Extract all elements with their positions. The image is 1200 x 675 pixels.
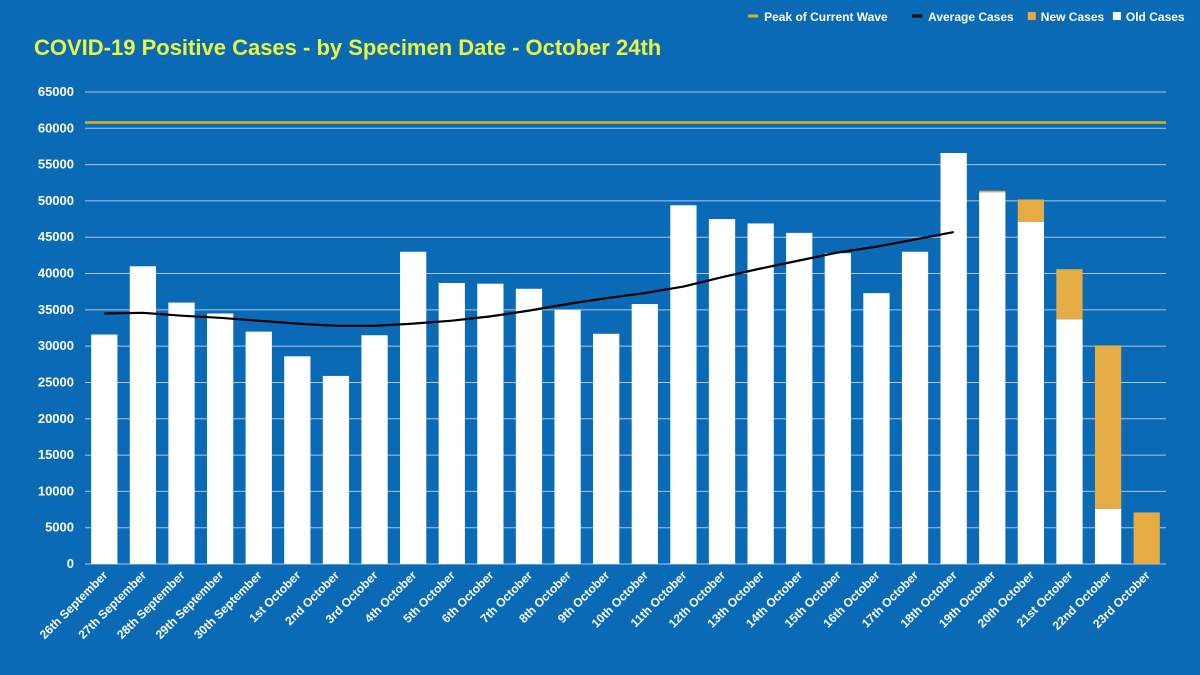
bar-old-cases <box>1056 319 1083 564</box>
bar-old-cases <box>670 205 697 564</box>
y-tick-label: 35000 <box>38 302 74 317</box>
bar-old-cases <box>361 335 388 564</box>
bar-old-cases <box>631 304 658 564</box>
y-tick-label: 65000 <box>38 84 74 99</box>
bars <box>91 152 1160 565</box>
legend-swatch <box>1027 12 1036 20</box>
x-tick-label: 29th September <box>153 568 227 642</box>
legend-label: Old Cases <box>1126 10 1185 24</box>
y-tick-label: 10000 <box>38 483 74 498</box>
bar-old-cases <box>786 232 813 564</box>
x-tick-label: 30th September <box>191 568 265 642</box>
y-tick-label: 15000 <box>38 447 74 462</box>
bar-old-cases <box>284 356 311 564</box>
bar-old-cases <box>129 266 157 564</box>
x-tick-label: 26th September <box>37 568 111 642</box>
y-tick-label: 20000 <box>38 411 74 426</box>
bar-old-cases <box>1094 508 1122 564</box>
bar-new-cases <box>1017 199 1045 222</box>
y-axis: 0 5000 10000 15000 20000 25000 30000 35000 40000… <box>38 84 74 571</box>
bar-old-cases <box>91 334 118 564</box>
legend-label: Average Cases <box>928 10 1014 24</box>
legend: Old Cases New Cases Average Cases Peak of C… <box>748 10 1185 24</box>
bar-old-cases <box>554 309 581 564</box>
bar-old-cases <box>438 282 465 564</box>
bar-old-cases <box>940 152 967 564</box>
bar-old-cases <box>206 313 234 564</box>
bar-old-cases <box>515 288 543 564</box>
y-tick-label: 50000 <box>38 193 74 208</box>
bar-old-cases <box>477 283 504 564</box>
bar-old-cases <box>593 333 620 564</box>
bar-old-cases <box>322 375 350 564</box>
y-tick-label: 0 <box>67 556 74 571</box>
bar-new-cases <box>1056 269 1083 320</box>
legend-label: New Cases <box>1041 10 1105 24</box>
legend-label: Peak of Current Wave <box>764 10 888 24</box>
average-line <box>104 231 954 327</box>
average-line-group <box>104 231 954 327</box>
x-tick-label: 27th September <box>75 568 149 642</box>
bar-old-cases <box>245 331 272 564</box>
legend-swatch <box>1112 12 1121 20</box>
y-tick-label: 30000 <box>38 338 74 353</box>
bar-old-cases <box>400 251 427 564</box>
bar-old-cases <box>708 219 736 565</box>
bar-new-cases <box>1094 345 1122 509</box>
chart-title: COVID-19 Positive Cases - by Specimen Da… <box>34 35 661 60</box>
bar-old-cases <box>747 223 774 565</box>
bar-old-cases <box>168 302 195 564</box>
bar-old-cases <box>901 251 929 564</box>
y-tick-label: 40000 <box>38 266 74 281</box>
x-tick-label: 28th September <box>114 568 188 642</box>
bar-old-cases <box>1017 221 1045 564</box>
bar-old-cases <box>824 253 851 564</box>
bar-old-cases <box>863 293 890 564</box>
y-tick-label: 45000 <box>38 229 74 244</box>
y-tick-label: 5000 <box>45 520 74 535</box>
y-tick-label: 60000 <box>38 120 74 135</box>
y-tick-label: 25000 <box>38 374 74 389</box>
bar-old-cases <box>979 192 1006 564</box>
bar-new-cases <box>1133 512 1160 564</box>
y-tick-label: 55000 <box>38 157 74 172</box>
bar-new-cases <box>979 190 1006 193</box>
